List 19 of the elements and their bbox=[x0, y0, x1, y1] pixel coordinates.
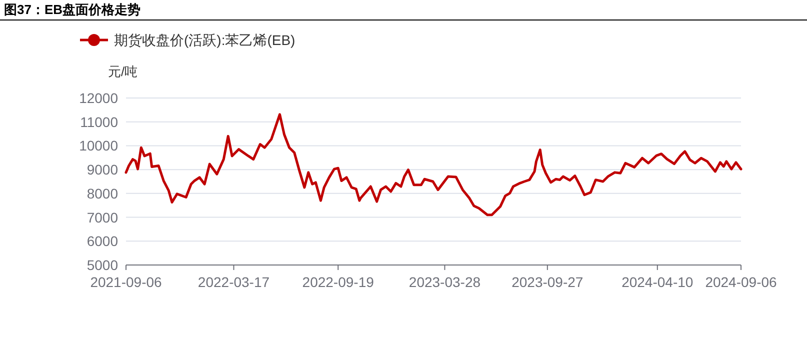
x-tick-label: 2022-03-17 bbox=[198, 274, 270, 290]
x-tick-label: 2024-09-06 bbox=[705, 274, 778, 290]
x-tick-label: 2023-09-27 bbox=[512, 274, 584, 290]
y-tick-label: 5000 bbox=[86, 257, 118, 273]
y-tick-label: 10000 bbox=[79, 138, 118, 154]
chart-title: 图37：EB盘面价格走势 bbox=[4, 2, 141, 17]
line-series bbox=[124, 113, 742, 216]
y-tick-label: 8000 bbox=[86, 185, 118, 202]
x-tick-label: 2022-09-19 bbox=[302, 274, 374, 290]
x-tick-label: 2023-03-28 bbox=[408, 274, 481, 290]
y-tick-label: 11000 bbox=[80, 114, 118, 130]
y-axis-title: 元/吨 bbox=[108, 64, 138, 79]
x-tick-label: 2021-09-06 bbox=[90, 274, 162, 290]
legend-label: 期货收盘价(活跃):苯乙烯(EB) bbox=[114, 32, 296, 48]
y-tick-label: 9000 bbox=[86, 162, 118, 178]
y-tick-label: 7000 bbox=[86, 209, 118, 226]
y-tick-label: 12000 bbox=[79, 90, 118, 106]
y-tick-label: 6000 bbox=[86, 233, 118, 250]
x-tick-label: 2024-04-10 bbox=[622, 274, 694, 290]
